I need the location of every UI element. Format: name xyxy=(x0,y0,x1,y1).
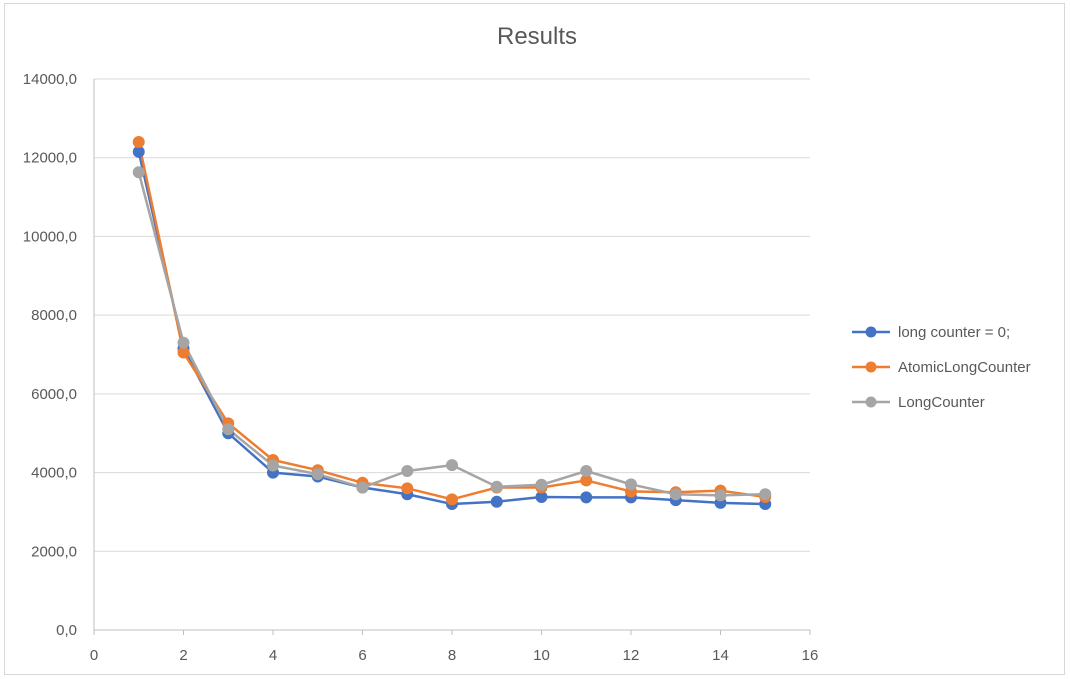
chart-title: Results xyxy=(497,23,577,50)
data-point xyxy=(490,480,503,493)
data-point xyxy=(759,488,772,501)
data-point xyxy=(267,459,279,472)
data-point xyxy=(446,459,458,472)
x-tick-label: 2 xyxy=(179,647,187,664)
grid-lines xyxy=(94,78,810,552)
data-point xyxy=(580,491,593,504)
x-tick-label: 8 xyxy=(448,647,456,664)
data-point xyxy=(625,478,637,491)
data-point xyxy=(714,489,727,502)
legend-marker xyxy=(865,396,877,408)
data-point xyxy=(356,481,369,494)
y-tick-label: 12000,0 xyxy=(23,150,77,167)
data-point xyxy=(222,423,235,436)
data-point xyxy=(177,336,190,349)
data-point xyxy=(490,495,503,508)
series-layer xyxy=(132,135,772,511)
y-tick-label: 4000,0 xyxy=(31,465,77,482)
y-tick-label: 2000,0 xyxy=(31,543,77,560)
x-tick-label: 14 xyxy=(712,647,729,664)
series-line xyxy=(137,141,766,501)
x-tick-label: 0 xyxy=(90,647,98,664)
data-point xyxy=(669,488,682,501)
y-tick-label: 0,0 xyxy=(56,622,77,639)
data-point xyxy=(401,482,414,495)
legend-marker xyxy=(865,326,877,338)
y-tick-label: 8000,0 xyxy=(31,307,77,324)
x-tick-label: 12 xyxy=(623,647,640,664)
x-tick-label: 6 xyxy=(358,647,366,664)
y-tick-label: 10000,0 xyxy=(23,228,77,245)
legend-label: long counter = 0; xyxy=(898,324,1010,341)
data-point xyxy=(401,464,414,477)
data-point xyxy=(580,464,593,477)
data-point xyxy=(311,468,324,481)
data-point xyxy=(132,166,145,179)
data-point xyxy=(535,478,548,491)
series-line xyxy=(137,171,766,497)
legend-label: AtomicLongCounter xyxy=(898,359,1031,376)
legend: long counter = 0; AtomicLongCounter LongCo… xyxy=(852,324,1031,411)
series-line xyxy=(137,151,766,506)
x-tick-label: 10 xyxy=(533,647,550,664)
data-point xyxy=(446,493,458,506)
data-point xyxy=(132,135,145,148)
legend-marker xyxy=(865,361,877,373)
x-tick-label: 4 xyxy=(269,647,277,664)
legend-label: LongCounter xyxy=(898,394,985,411)
y-tick-label: 14000,0 xyxy=(23,71,77,88)
x-tick-label: 16 xyxy=(802,647,819,664)
y-tick-label: 6000,0 xyxy=(31,386,77,403)
axes: 0,0 2000,0 4000,0 6000,0 8000,0 10000,0 12000,… xyxy=(23,71,819,664)
